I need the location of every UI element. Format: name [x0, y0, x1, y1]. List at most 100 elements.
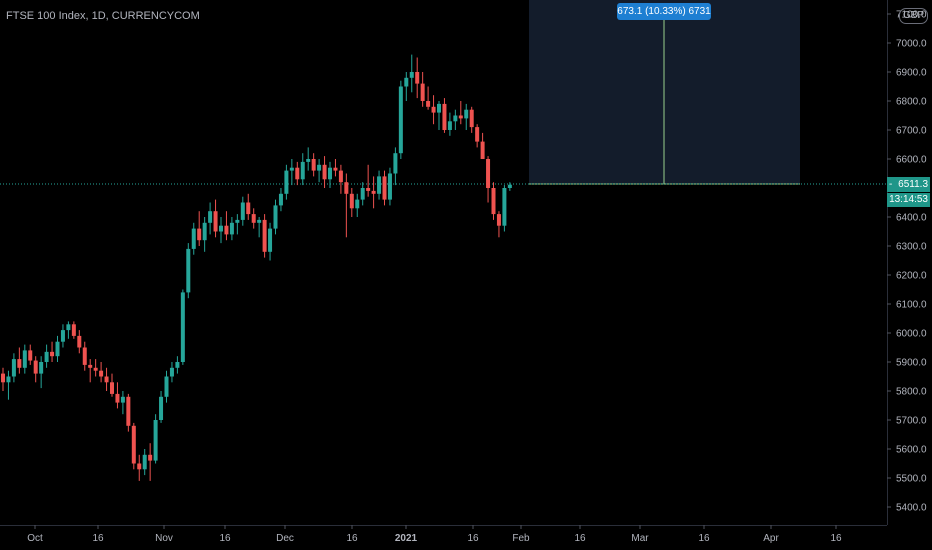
x-tick-label: Nov — [155, 533, 173, 544]
y-tick-label: 6000.0 — [896, 329, 927, 340]
candle-body — [437, 103, 441, 113]
candle-body — [311, 159, 316, 171]
candle-body — [142, 454, 147, 470]
candle — [1, 367, 5, 391]
candle-body — [82, 347, 87, 365]
candle — [39, 356, 44, 389]
candle-body — [453, 115, 458, 122]
candle — [420, 72, 425, 107]
candle — [355, 193, 360, 217]
candle — [110, 373, 114, 397]
candle-body — [273, 205, 278, 229]
y-tick-label: 6800.0 — [896, 97, 927, 108]
candle-body — [88, 364, 93, 368]
candle-body — [44, 351, 49, 362]
candle — [426, 86, 431, 110]
x-tick-label: Mar — [631, 533, 649, 544]
candle-body — [126, 396, 131, 426]
candle-body — [349, 193, 354, 209]
price-axis[interactable]: 5400.0 5500.0 5600.0 5700.0 5800.0 5900.0 6000… — [887, 0, 932, 550]
candle-body — [409, 72, 414, 78]
candle — [235, 214, 240, 235]
candle-body — [22, 350, 27, 368]
candle — [257, 217, 262, 238]
candle — [213, 199, 218, 238]
y-tick-label: 5500.0 — [896, 474, 927, 485]
candle-body — [60, 330, 65, 342]
candle-body — [469, 109, 474, 128]
x-tick-label: 16 — [574, 533, 586, 544]
candle-body — [104, 376, 109, 383]
candle — [33, 356, 38, 383]
candle-body — [240, 202, 245, 220]
candle — [437, 101, 441, 130]
candle-body — [66, 324, 71, 331]
candle-body — [153, 420, 158, 461]
candle-body — [338, 170, 343, 183]
candle-body — [398, 86, 403, 154]
candle-body — [148, 454, 153, 461]
candle — [99, 362, 104, 383]
candle — [398, 80, 403, 159]
y-tick-label: 5400.0 — [896, 503, 927, 514]
candles-layer — [1, 54, 512, 481]
y-tick-label: 6400.0 — [896, 213, 927, 224]
candle-body — [180, 292, 185, 362]
candle-body — [415, 72, 420, 84]
candle — [66, 321, 71, 339]
candle — [409, 54, 414, 93]
candle-body — [99, 370, 104, 377]
x-tick-label: Feb — [512, 533, 530, 544]
x-tick-label: Oct — [27, 533, 43, 544]
x-tick-label: 16 — [92, 533, 104, 544]
candle — [491, 182, 496, 220]
candle — [137, 454, 142, 481]
currency-button[interactable]: GBP — [899, 8, 928, 24]
candle — [486, 156, 491, 203]
candle-body — [268, 228, 273, 252]
candle — [338, 164, 343, 194]
candle-body — [159, 396, 164, 420]
candle — [328, 161, 332, 188]
candle-body — [197, 228, 202, 241]
candle — [442, 98, 447, 133]
dash-icon: - — [889, 179, 893, 190]
candle — [126, 393, 131, 432]
candle-body — [317, 164, 322, 171]
candle — [371, 176, 376, 209]
candle-body — [300, 161, 305, 180]
time-axis[interactable]: Oct 16 Nov 16 Dec 16 2021 16 Feb 16 Mar 16 Apr 16 — [0, 525, 887, 544]
x-tick-label: 16 — [698, 533, 710, 544]
chart-title: FTSE 100 Index, 1D, CURRENCYCOM — [6, 10, 200, 22]
candle — [415, 57, 420, 99]
candle-body — [480, 141, 485, 159]
candle-body — [224, 225, 229, 235]
candle-body — [333, 167, 338, 171]
y-tick-label: 5600.0 — [896, 445, 927, 456]
candle — [44, 344, 49, 368]
candle — [120, 391, 125, 415]
candle-body — [328, 167, 332, 180]
candle — [404, 72, 409, 101]
candle — [115, 382, 120, 409]
candle — [507, 182, 512, 191]
candle-body — [426, 101, 431, 107]
candle — [464, 103, 469, 130]
candle — [317, 159, 322, 183]
candle-body — [251, 214, 256, 223]
candle — [295, 161, 300, 186]
candle — [175, 356, 180, 374]
x-tick-label: 2021 — [395, 533, 418, 544]
candle-body — [110, 382, 114, 394]
candle-body — [213, 211, 218, 232]
candle-body — [175, 362, 180, 368]
price-axis-background — [887, 0, 932, 550]
candle — [142, 449, 147, 476]
candle — [50, 341, 55, 362]
y-tick-label: 5900.0 — [896, 358, 927, 369]
candle-body — [28, 350, 33, 361]
candle-body — [235, 219, 240, 223]
candle-body — [6, 376, 11, 383]
candle-body — [377, 176, 382, 194]
